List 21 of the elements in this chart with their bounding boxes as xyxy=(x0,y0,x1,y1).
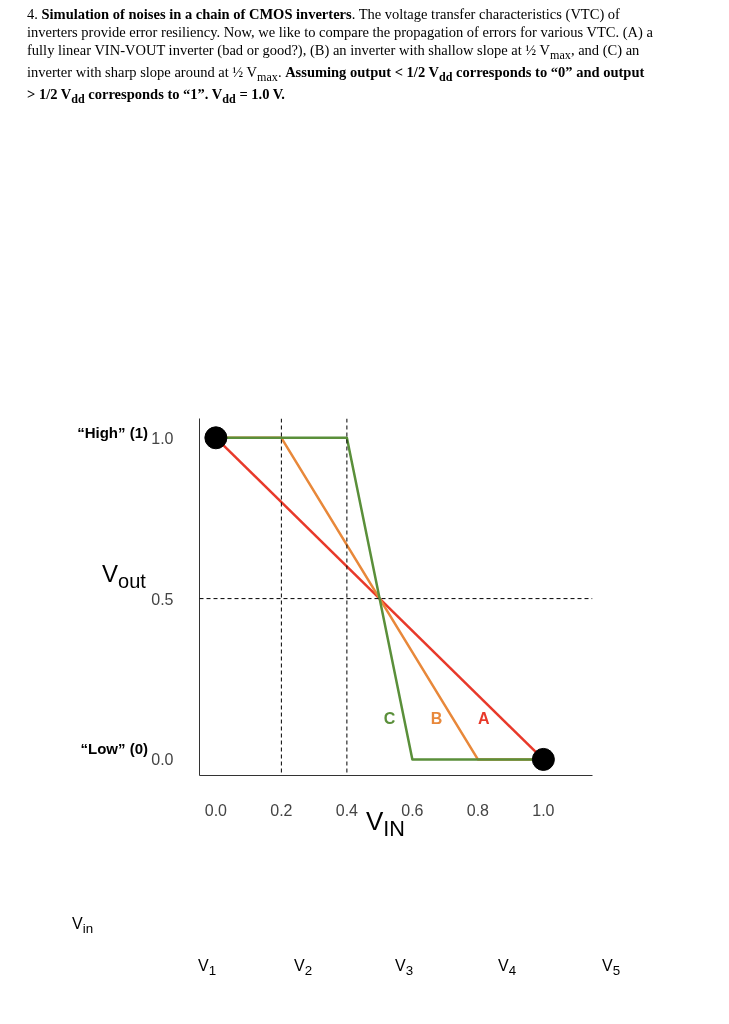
chart-title: 4. Simulation of noises in a chain of CMOS inverters. The voltage transfer characteristics (VTC) of inverters provide error resiliency. Now, we like to compare the propagation of errors for various VTC. (A) a fully linear VIN-VOUT inverter (bad or good?), (B) an inverter with shallow slope at ½ V$_{max}$, and (C) an inverter with sharp slope around at ½ V$_{max}$. Assuming output < 1/2 V$_{dd}$ corresponds to “0” and output > 1/2 V$_{dd}$ corresponds to “1”. V$_{dd}$ = 1.0 V. xyxy=(27,6,653,107)
series-label: C xyxy=(383,710,396,728)
x-tick-label: 0.2 xyxy=(270,801,293,819)
series-label: B xyxy=(430,710,443,728)
x-tick-label: 0.0 xyxy=(204,801,228,819)
y-axis-title: V$_{out}$ xyxy=(102,560,146,592)
x-tick-label: 0.4 xyxy=(335,801,359,819)
y-tick-label: 0.5 xyxy=(151,590,174,608)
y-tick-label: 1.0 xyxy=(151,429,174,447)
text: V$_{1}$ xyxy=(198,957,217,979)
text: “High” (1) xyxy=(77,424,148,441)
x-tick-label: 1.0 xyxy=(532,801,555,819)
y-tick-label: 0.0 xyxy=(151,751,174,769)
text: V$_{3}$ xyxy=(395,957,414,979)
text: “Low” (0) xyxy=(80,740,148,757)
text: V$_{in}$ xyxy=(72,915,94,937)
text: V$_{4}$ xyxy=(498,957,517,979)
series-label: A xyxy=(477,710,490,728)
x-tick-label: 0.8 xyxy=(466,801,490,819)
text: V$_{5}$ xyxy=(602,957,621,979)
text: V$_{2}$ xyxy=(294,957,313,979)
